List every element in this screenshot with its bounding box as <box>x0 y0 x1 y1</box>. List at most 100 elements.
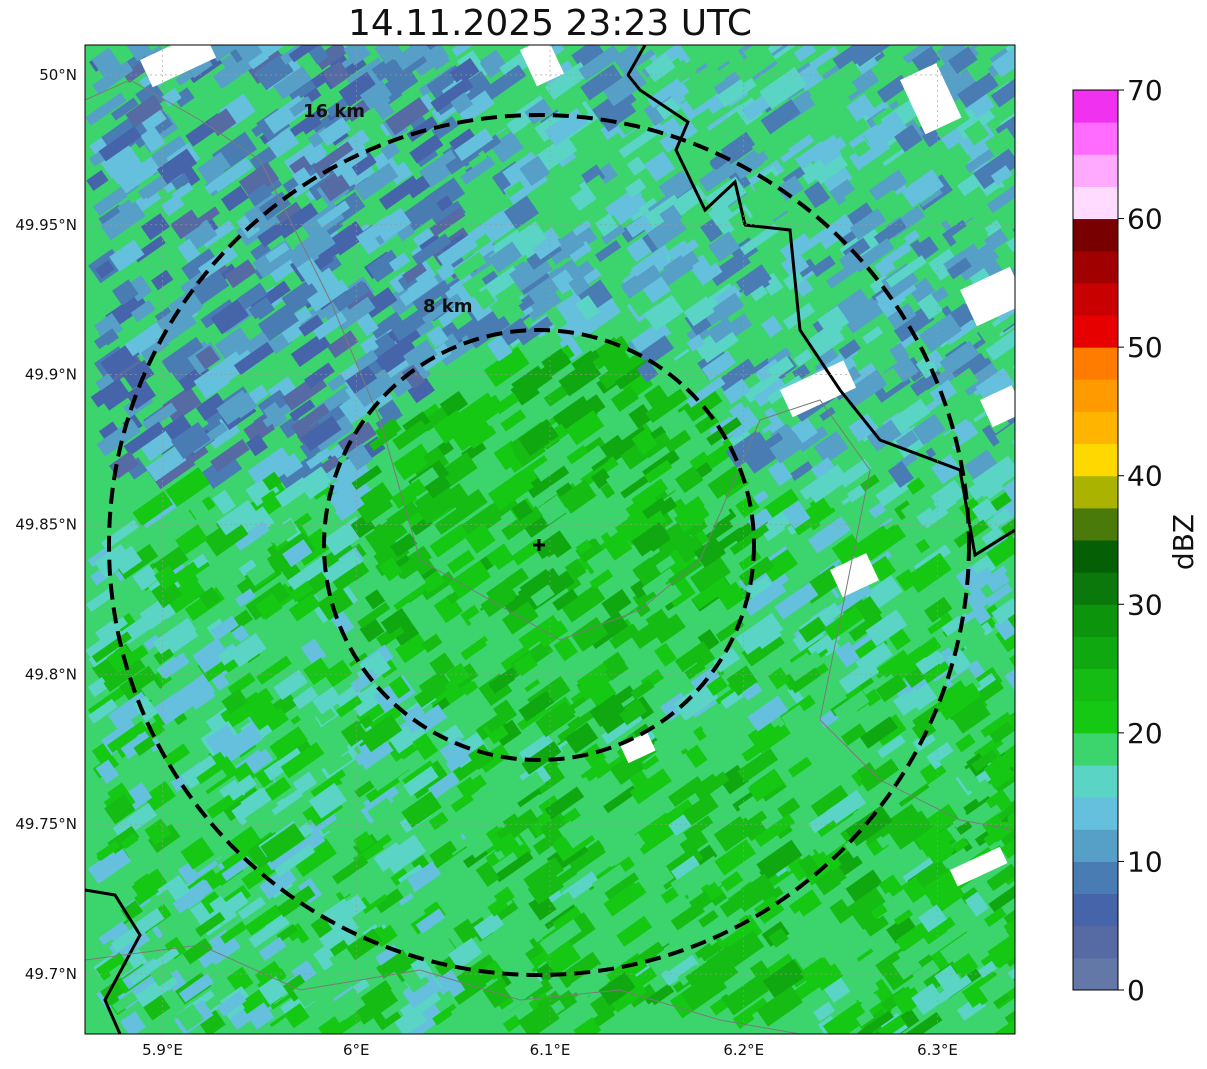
reflectivity-cell <box>684 661 706 680</box>
reflectivity-cell <box>573 697 597 718</box>
colorbar-tick-label: 60 <box>1127 203 1163 236</box>
reflectivity-cell <box>289 399 316 422</box>
reflectivity-cell <box>256 655 292 685</box>
reflectivity-cell <box>123 421 166 456</box>
reflectivity-cell <box>414 676 451 708</box>
reflectivity-cell <box>537 495 568 525</box>
reflectivity-cell <box>221 688 248 714</box>
reflectivity-cell <box>288 45 330 63</box>
reflectivity-cell <box>96 378 131 411</box>
reflectivity-cell <box>288 593 321 622</box>
reflectivity-cell <box>175 524 209 555</box>
reflectivity-cell <box>149 963 174 987</box>
reflectivity-cell <box>810 457 836 480</box>
reflectivity-cell <box>195 345 220 370</box>
range-ring-8km <box>322 328 756 762</box>
reflectivity-cell <box>532 835 555 855</box>
reflectivity-cell <box>676 478 706 506</box>
reflectivity-cell <box>643 384 669 409</box>
reflectivity-cell <box>986 507 1013 531</box>
lat-tick-label: 49.95°N <box>15 216 77 234</box>
reflectivity-cell <box>559 334 584 361</box>
reflectivity-cell <box>575 537 604 563</box>
reflectivity-cell <box>518 418 559 457</box>
reflectivity-cell <box>511 466 538 491</box>
reflectivity-cell <box>822 1001 870 1034</box>
reflectivity-cell <box>439 390 469 418</box>
lat-tick-label: 49.8°N <box>25 665 77 683</box>
reflectivity-cell <box>787 756 813 778</box>
reflectivity-cell <box>110 97 139 121</box>
reflectivity-cell <box>723 406 760 440</box>
no-data-patch <box>780 360 857 418</box>
reflectivity-cell <box>888 810 933 850</box>
reflectivity-cell <box>743 45 771 62</box>
reflectivity-cell <box>734 319 772 355</box>
reflectivity-cell <box>675 535 706 564</box>
reflectivity-cell <box>558 358 602 397</box>
reflectivity-cell <box>483 346 530 388</box>
reflectivity-cell <box>870 555 897 582</box>
lon-tick-label: 5.9°E <box>142 1041 183 1059</box>
reflectivity-cell <box>726 665 759 697</box>
reflectivity-cell <box>180 836 215 870</box>
reflectivity-cell <box>478 49 508 79</box>
reflectivity-cell <box>405 373 435 404</box>
longitude-tick-labels: 5.9°E 6°E 6.1°E 6.2°E 6.3°E <box>142 1041 958 1059</box>
reflectivity-cell <box>986 860 1015 892</box>
reflectivity-cell <box>800 956 835 989</box>
reflectivity-cell <box>334 797 367 825</box>
reflectivity-cell <box>645 983 675 1008</box>
reflectivity-cell <box>345 365 378 394</box>
reflectivity-cell <box>983 219 1002 237</box>
reflectivity-cell <box>843 183 873 211</box>
reflectivity-cell <box>847 887 887 924</box>
reflectivity-cell <box>122 359 155 390</box>
reflectivity-cell <box>276 202 319 239</box>
reflectivity-cell <box>385 97 430 136</box>
reflectivity-cell <box>1011 221 1015 253</box>
reflectivity-cell <box>171 182 194 201</box>
colorbar-swatch <box>1073 540 1118 573</box>
reflectivity-cell <box>242 45 285 69</box>
reflectivity-cell <box>738 556 775 587</box>
reflectivity-cell <box>994 1014 1015 1034</box>
reflectivity-cell <box>171 737 216 778</box>
reflectivity-cell <box>922 147 954 176</box>
reflectivity-cell <box>964 891 989 917</box>
reflectivity-cell <box>799 754 839 786</box>
reflectivity-cell <box>518 614 562 651</box>
reflectivity-cell <box>364 589 386 610</box>
reflectivity-cell <box>820 60 863 97</box>
reflectivity-cell <box>762 959 806 999</box>
reflectivity-cell <box>628 403 654 429</box>
reflectivity-cell <box>117 199 136 217</box>
reflectivity-cell <box>834 640 862 668</box>
reflectivity-cell <box>209 895 231 918</box>
reflectivity-cell <box>984 228 1009 252</box>
reflectivity-cell <box>876 649 909 677</box>
reflectivity-cell <box>221 852 258 882</box>
reflectivity-cell <box>685 744 708 769</box>
colorbar-swatch <box>1073 797 1118 830</box>
reflectivity-cell <box>415 908 446 934</box>
reflectivity-cell <box>312 141 357 180</box>
reflectivity-cell <box>374 336 418 375</box>
reflectivity-cell <box>589 569 614 590</box>
reflectivity-cell <box>112 802 158 841</box>
reflectivity-cell <box>632 546 672 579</box>
reflectivity-cell <box>210 438 250 472</box>
reflectivity-cell <box>558 820 577 838</box>
reflectivity-cell <box>865 609 908 647</box>
reflectivity-cell <box>375 417 402 443</box>
reflectivity-cell <box>564 722 599 754</box>
reflectivity-cell <box>318 916 359 951</box>
reflectivity-cell <box>295 226 336 264</box>
reflectivity-cell <box>645 583 682 615</box>
reflectivity-cell <box>936 45 970 69</box>
reflectivity-cell <box>652 864 675 887</box>
reflectivity-cell <box>875 951 903 976</box>
reflectivity-cell <box>364 880 394 905</box>
reflectivity-cell <box>815 213 856 250</box>
reflectivity-cell <box>885 255 927 288</box>
